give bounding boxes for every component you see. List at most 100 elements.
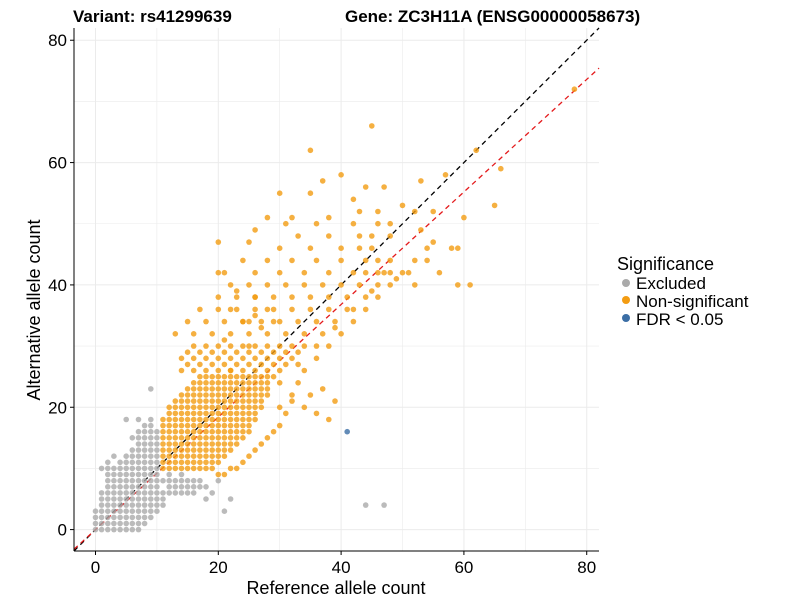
point-non-significant bbox=[307, 294, 314, 300]
point-non-significant bbox=[276, 245, 283, 251]
point-excluded bbox=[129, 484, 136, 490]
point-non-significant bbox=[264, 214, 271, 221]
point-non-significant bbox=[172, 465, 179, 472]
point-excluded bbox=[111, 490, 117, 496]
point-excluded bbox=[160, 496, 166, 502]
point-excluded bbox=[184, 484, 191, 490]
point-non-significant bbox=[221, 410, 228, 417]
point-excluded bbox=[172, 477, 179, 484]
point-excluded bbox=[148, 386, 154, 392]
point-non-significant bbox=[283, 361, 289, 368]
point-non-significant bbox=[190, 428, 197, 435]
point-non-significant bbox=[240, 386, 246, 392]
point-non-significant bbox=[197, 361, 203, 368]
point-excluded bbox=[111, 520, 117, 527]
point-excluded bbox=[197, 477, 203, 484]
point-excluded bbox=[129, 477, 136, 484]
point-non-significant bbox=[215, 392, 222, 398]
point-non-significant bbox=[344, 306, 351, 313]
point-non-significant bbox=[178, 447, 185, 453]
legend-label-fdr: FDR < 0.05 bbox=[636, 310, 723, 329]
point-non-significant bbox=[227, 416, 234, 423]
point-non-significant bbox=[252, 227, 258, 233]
point-non-significant bbox=[178, 355, 185, 362]
point-non-significant bbox=[160, 453, 166, 460]
point-excluded bbox=[105, 508, 111, 514]
point-excluded bbox=[148, 490, 154, 496]
series-excluded bbox=[92, 386, 387, 533]
point-non-significant bbox=[326, 269, 332, 276]
point-excluded bbox=[141, 465, 148, 472]
point-non-significant bbox=[178, 465, 185, 472]
point-excluded bbox=[141, 422, 148, 429]
point-non-significant bbox=[227, 447, 234, 453]
point-non-significant bbox=[375, 269, 381, 276]
point-non-significant bbox=[160, 428, 166, 435]
point-non-significant bbox=[283, 282, 289, 288]
point-non-significant bbox=[178, 435, 185, 441]
point-excluded bbox=[148, 416, 154, 423]
point-non-significant bbox=[233, 404, 240, 411]
point-non-significant bbox=[227, 435, 234, 441]
point-non-significant bbox=[375, 294, 381, 300]
point-excluded bbox=[117, 508, 123, 514]
point-non-significant bbox=[240, 428, 246, 435]
point-non-significant bbox=[209, 447, 215, 453]
point-non-significant bbox=[178, 428, 185, 435]
point-excluded bbox=[117, 496, 123, 502]
point-non-significant bbox=[203, 367, 209, 374]
point-non-significant bbox=[362, 184, 369, 190]
point-non-significant bbox=[246, 349, 252, 356]
point-non-significant bbox=[233, 410, 240, 417]
point-non-significant bbox=[356, 208, 363, 215]
point-non-significant bbox=[203, 404, 209, 411]
point-non-significant bbox=[326, 416, 332, 423]
point-non-significant bbox=[571, 86, 578, 92]
reference-line-identity bbox=[73, 27, 600, 552]
point-non-significant bbox=[252, 392, 258, 398]
point-excluded bbox=[141, 441, 148, 447]
point-non-significant bbox=[215, 373, 222, 380]
point-non-significant bbox=[246, 373, 252, 380]
point-non-significant bbox=[412, 208, 418, 215]
point-non-significant bbox=[252, 416, 258, 423]
point-non-significant bbox=[221, 471, 228, 478]
point-non-significant bbox=[375, 220, 381, 227]
point-excluded bbox=[98, 502, 105, 508]
point-non-significant bbox=[289, 214, 295, 221]
point-non-significant bbox=[233, 465, 240, 472]
point-excluded bbox=[166, 471, 172, 478]
point-non-significant bbox=[399, 202, 406, 209]
point-non-significant bbox=[178, 392, 185, 398]
point-non-significant bbox=[240, 416, 246, 423]
point-non-significant bbox=[215, 410, 222, 417]
legend-label-excluded: Excluded bbox=[636, 274, 706, 293]
point-non-significant bbox=[215, 294, 222, 300]
point-excluded bbox=[154, 459, 160, 466]
point-non-significant bbox=[240, 404, 246, 411]
point-non-significant bbox=[178, 416, 185, 423]
point-non-significant bbox=[166, 422, 172, 429]
point-excluded bbox=[178, 477, 185, 484]
point-excluded bbox=[98, 526, 105, 533]
point-non-significant bbox=[442, 172, 449, 178]
point-non-significant bbox=[252, 294, 258, 300]
point-non-significant bbox=[215, 355, 222, 362]
point-non-significant bbox=[209, 422, 215, 429]
point-excluded bbox=[160, 490, 166, 496]
point-non-significant bbox=[258, 324, 265, 331]
point-excluded bbox=[105, 477, 111, 484]
point-non-significant bbox=[252, 269, 258, 276]
point-excluded bbox=[148, 471, 154, 478]
point-excluded bbox=[98, 520, 105, 527]
point-non-significant bbox=[172, 410, 179, 417]
point-non-significant bbox=[473, 147, 480, 154]
point-non-significant bbox=[166, 465, 172, 472]
point-non-significant bbox=[203, 386, 209, 392]
point-non-significant bbox=[313, 318, 320, 325]
point-excluded bbox=[129, 520, 136, 527]
point-excluded bbox=[141, 477, 148, 484]
point-non-significant bbox=[350, 306, 357, 313]
point-excluded bbox=[203, 496, 209, 502]
